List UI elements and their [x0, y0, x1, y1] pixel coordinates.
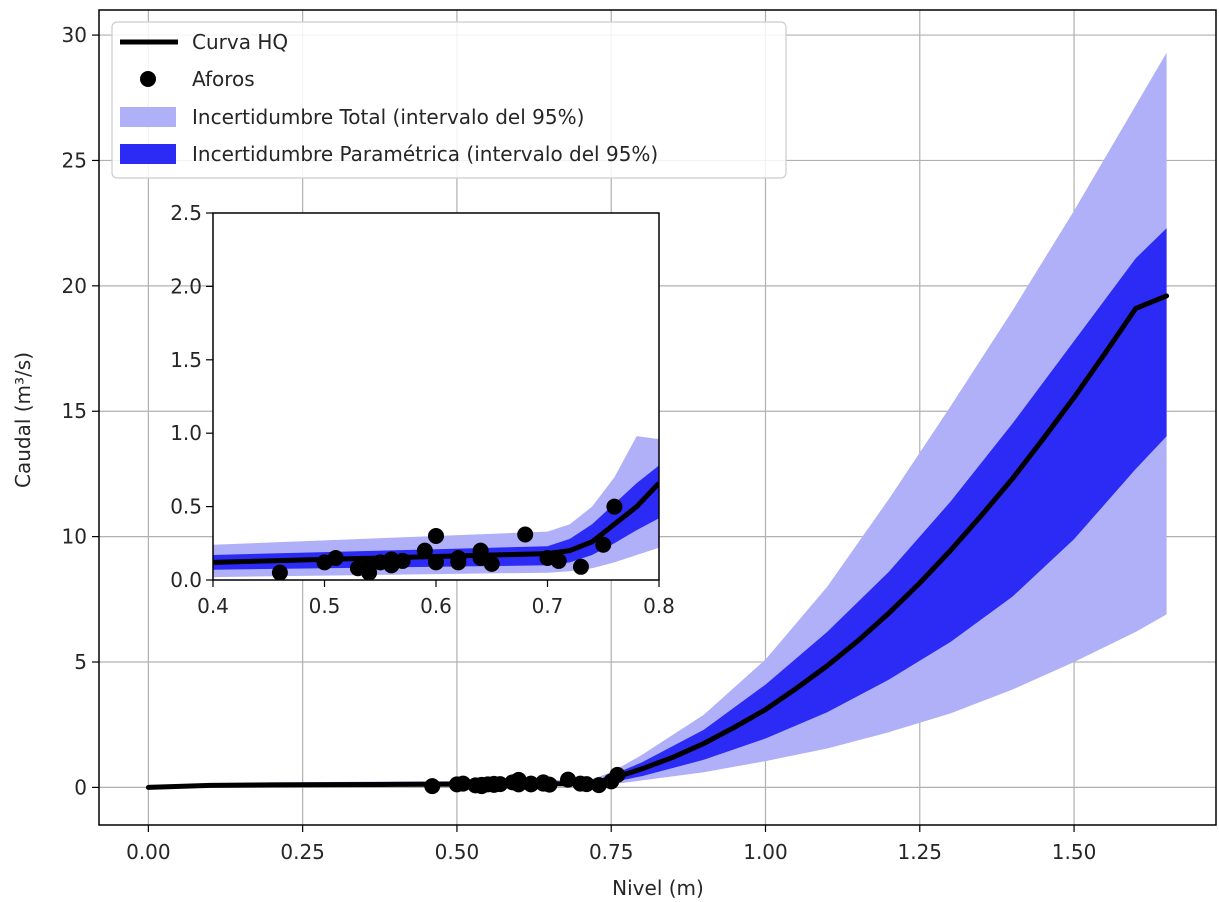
- inset-x-tick-label: 0.4: [197, 594, 229, 618]
- y-tick-label: 5: [74, 650, 87, 674]
- inset-y-tick-label: 1.5: [170, 348, 202, 372]
- x-tick-label: 1.00: [743, 840, 788, 864]
- y-tick-label: 25: [62, 148, 87, 172]
- inset-gauging-point: [428, 527, 444, 544]
- plot-frame: [98, 9, 1217, 826]
- legend-box: [111, 21, 787, 179]
- hq-curve-line: [145, 293, 1170, 790]
- x-tick-label: 0.75: [589, 840, 634, 864]
- y-tick-label: 10: [62, 525, 87, 549]
- legend-band-swatch: [120, 144, 176, 164]
- x-tick-label: 1.25: [898, 840, 943, 864]
- inset-gauging-point: [572, 558, 589, 575]
- inset-plot: 0.4 0.5 0.6 0.7 0.8 0.0 0.5 1.0 1.5 2.0 2.5: [170, 201, 675, 618]
- inset-gauging-point: [327, 549, 344, 566]
- legend-label: Incertidumbre Paramétrica (intervalo del…: [192, 142, 658, 166]
- inset-y-tick-label: 0.5: [170, 495, 202, 519]
- parametric-uncertainty-band: [148, 228, 1167, 787]
- legend-label: Curva HQ: [192, 30, 288, 54]
- legend-band-swatch: [120, 107, 176, 127]
- y-tick-label: 30: [62, 23, 87, 47]
- inset-gauging-point: [517, 526, 534, 543]
- inset-y-tick-label: 2.5: [170, 201, 202, 225]
- inset-y-tick-label: 0.0: [170, 568, 202, 592]
- y-tick-label: 20: [62, 274, 87, 298]
- legend-label: Aforos: [192, 67, 255, 91]
- legend-label: Incertidumbre Total (intervalo del 95%): [192, 105, 584, 129]
- inset-x-tick-label: 0.8: [643, 594, 675, 618]
- legend-point-swatch: [140, 71, 156, 87]
- inset-gauging-point: [271, 564, 288, 580]
- inset-gauging-point: [428, 554, 444, 571]
- inset-gauging-point: [550, 552, 567, 569]
- inset-x-tick-label: 0.5: [309, 594, 341, 618]
- x-tick-label: 0.00: [126, 840, 171, 864]
- inset-gauging-point: [416, 542, 433, 559]
- inset-gauging-point: [606, 498, 623, 515]
- inset-hq-curve: [213, 481, 659, 565]
- inset-y-tick-label: 2.0: [170, 274, 202, 298]
- inset-gauging-point: [361, 564, 378, 580]
- inset-x-tick-label: 0.7: [532, 594, 564, 618]
- inset-gauging-point: [394, 552, 411, 569]
- x-tick-label: 0.50: [435, 840, 480, 864]
- inset-y-tick-label: 1.0: [170, 421, 202, 445]
- y-axis-label: Caudal (m³/s): [11, 352, 35, 488]
- legend: Curva HQ Aforos Incertidumbre Total (inter…: [111, 21, 787, 179]
- inset-total-band: [213, 436, 659, 578]
- inset-x-tick-label: 0.6: [420, 594, 452, 618]
- inset-gauging-point: [595, 536, 612, 553]
- inset-gauging-point: [450, 554, 467, 571]
- x-tick-label: 0.25: [280, 840, 325, 864]
- x-tick-label: 1.50: [1052, 840, 1097, 864]
- inset-content: [213, 436, 659, 580]
- inset-gauging-point: [483, 555, 500, 572]
- x-axis-label: Nivel (m): [612, 876, 704, 900]
- y-tick-label: 0: [74, 775, 87, 799]
- y-tick-label: 15: [62, 399, 87, 423]
